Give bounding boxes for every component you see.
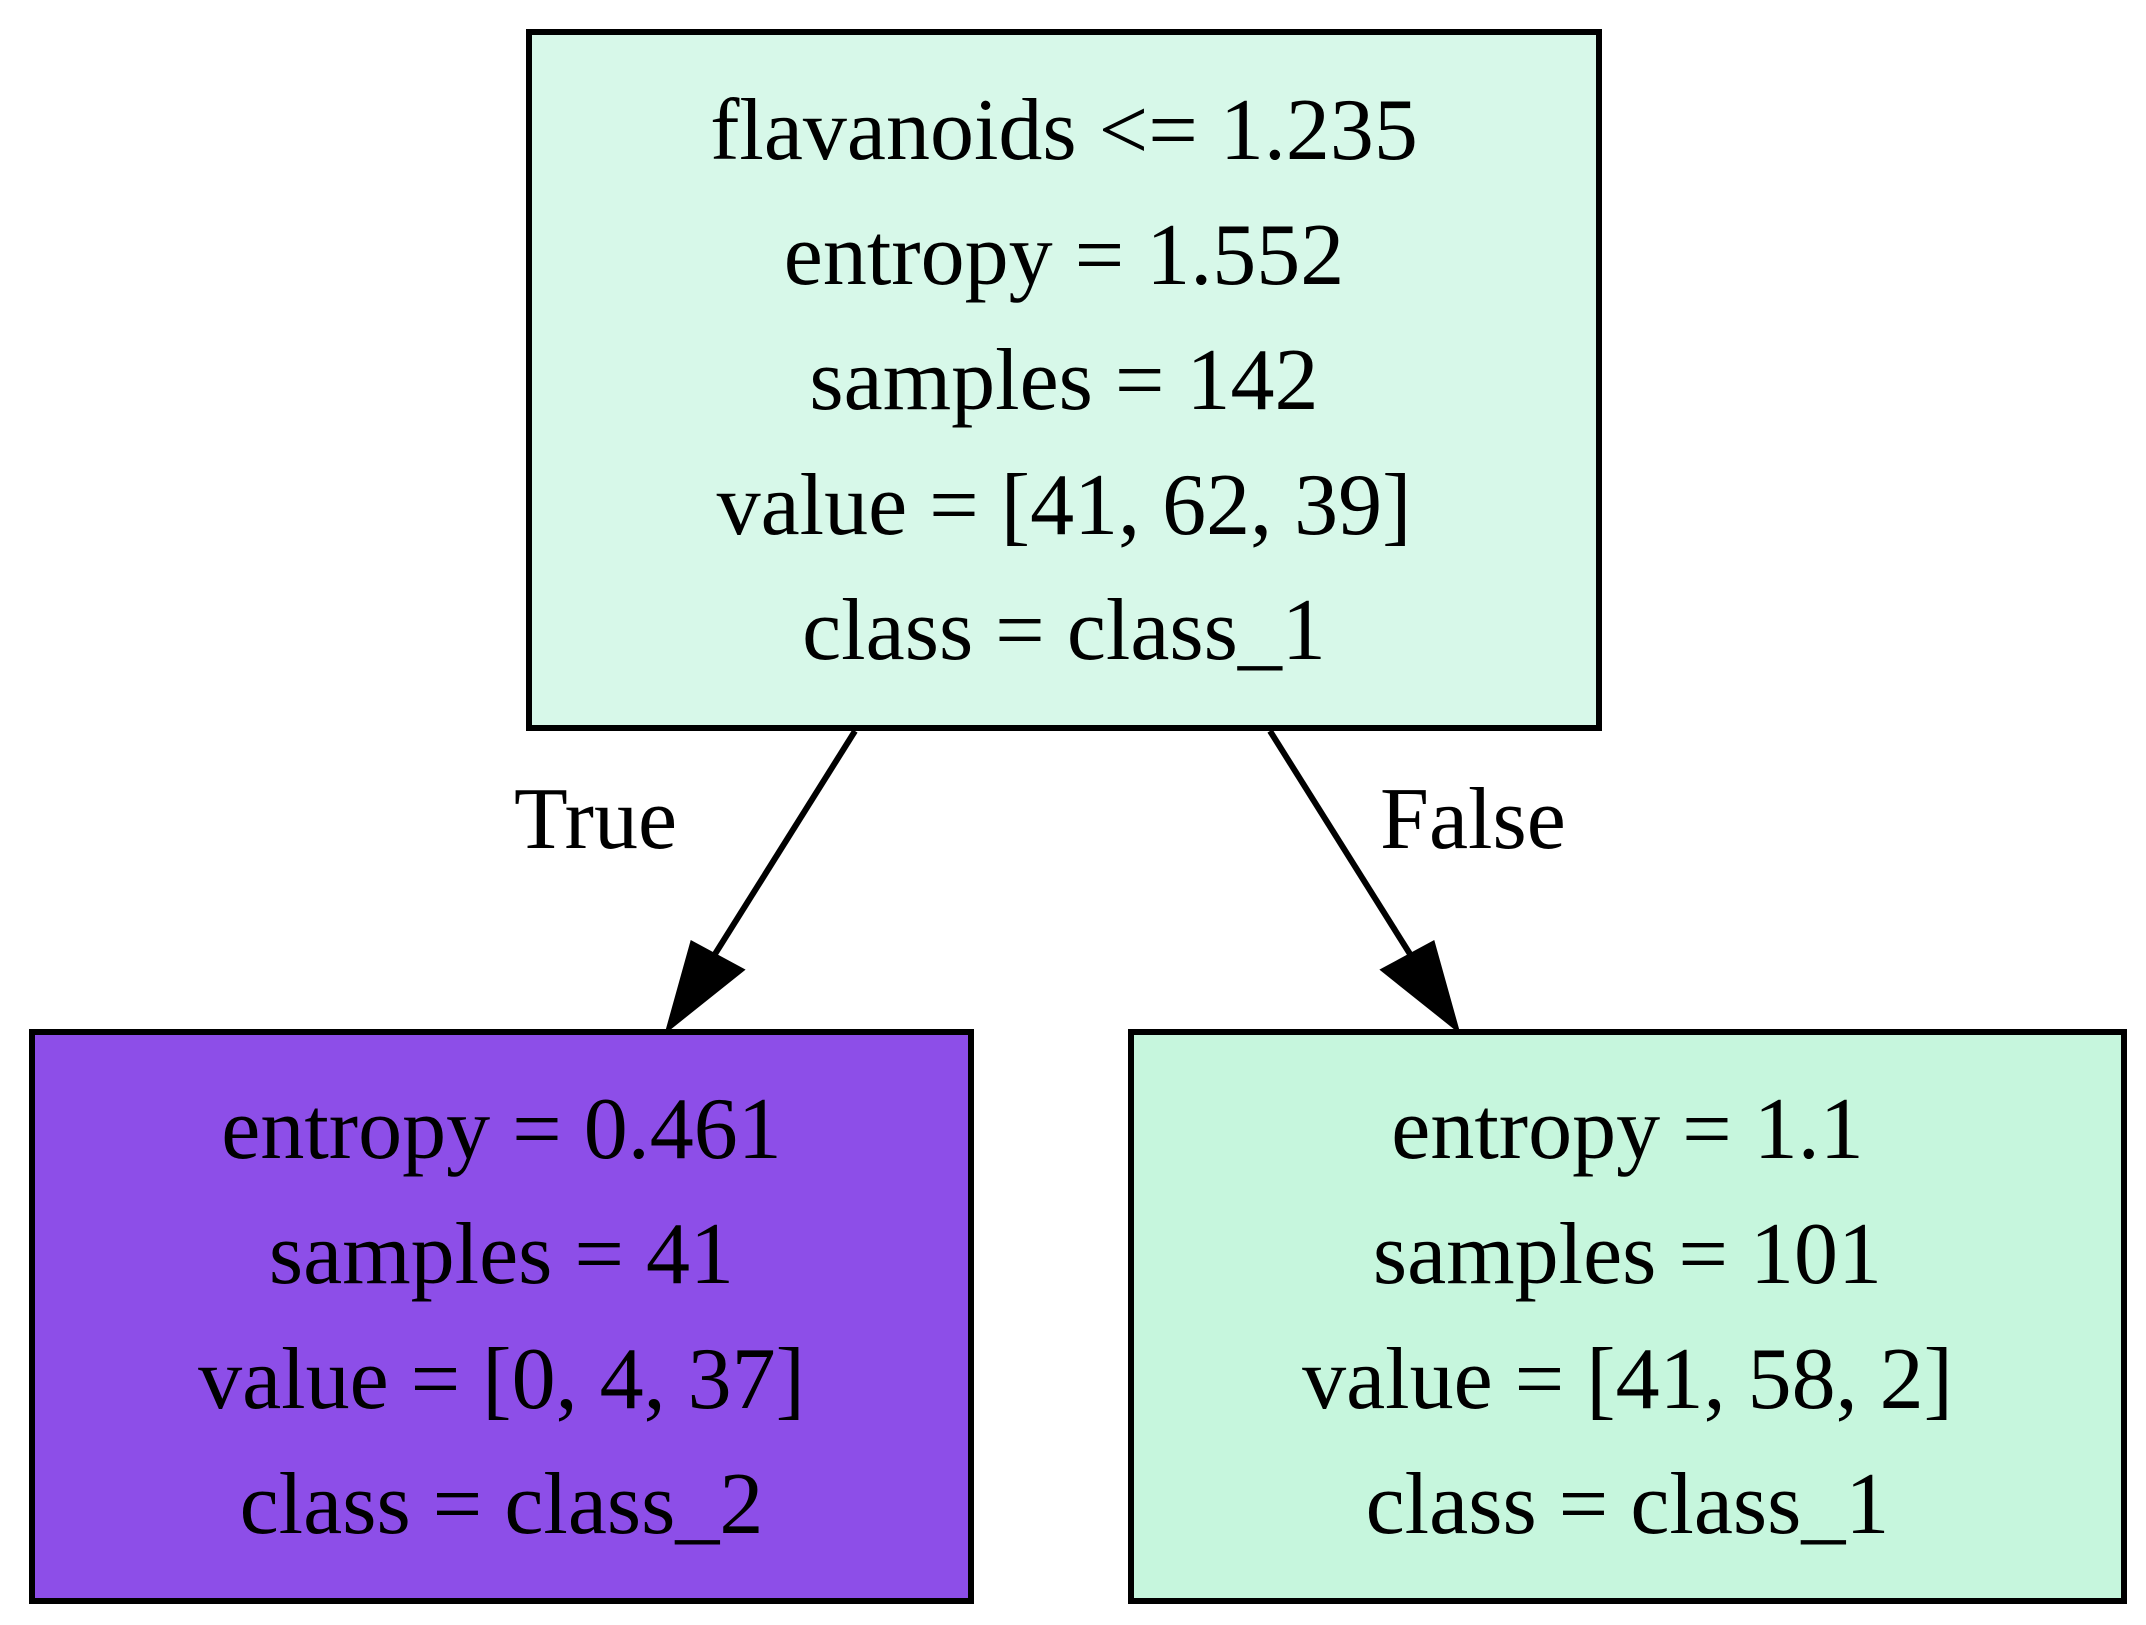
right-value: value = [41, 58, 2] [1302,1330,1953,1428]
right-samples: samples = 101 [1372,1205,1883,1303]
root-split-condition: flavanoids <= 1.235 [710,81,1418,179]
root-value: value = [41, 62, 39] [716,456,1412,554]
left-entropy: entropy = 0.461 [221,1080,782,1178]
root-class: class = class_1 [802,581,1326,679]
arrowhead-false [1379,940,1461,1035]
right-class: class = class_1 [1365,1455,1890,1553]
right-leaf-node: entropy = 1.1 samples = 101 value = [41,… [1128,1029,2127,1604]
arrowhead-true [664,940,746,1035]
edge-label-false: False [1380,771,1566,868]
root-node: flavanoids <= 1.235 entropy = 1.552 samp… [526,29,1602,731]
left-value: value = [0, 4, 37] [198,1330,805,1428]
edge-false [1267,729,1423,972]
left-leaf-node: entropy = 0.461 samples = 41 value = [0,… [29,1029,974,1604]
edge-label-true: True [514,771,678,868]
root-entropy: entropy = 1.552 [783,206,1345,304]
left-samples: samples = 41 [268,1205,735,1303]
left-class: class = class_2 [239,1455,764,1553]
right-entropy: entropy = 1.1 [1391,1080,1864,1178]
edge-true [702,729,858,972]
root-samples: samples = 142 [809,331,1319,429]
